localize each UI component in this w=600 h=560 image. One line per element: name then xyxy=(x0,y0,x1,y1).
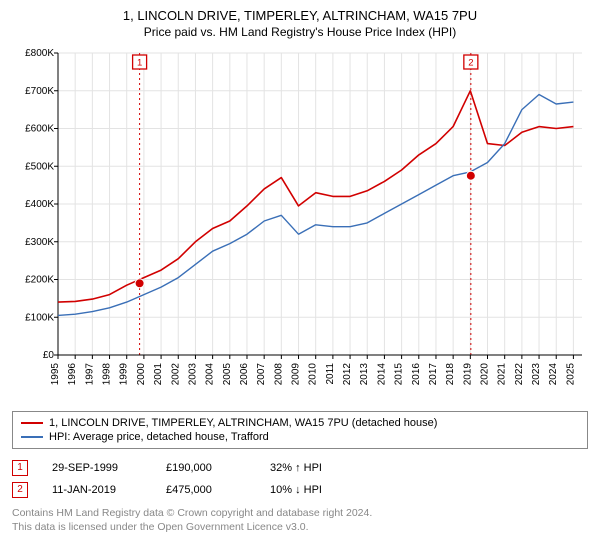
legend: 1, LINCOLN DRIVE, TIMPERLEY, ALTRINCHAM,… xyxy=(12,411,588,449)
chart-subtitle: Price paid vs. HM Land Registry's House … xyxy=(12,25,588,39)
svg-text:2019: 2019 xyxy=(462,362,473,385)
svg-text:2010: 2010 xyxy=(308,362,319,385)
svg-text:£500K: £500K xyxy=(25,161,54,172)
svg-text:2001: 2001 xyxy=(153,362,164,385)
footnote-line: Contains HM Land Registry data © Crown c… xyxy=(12,507,588,521)
svg-text:£600K: £600K xyxy=(25,123,54,134)
svg-text:2008: 2008 xyxy=(273,362,284,385)
legend-label: 1, LINCOLN DRIVE, TIMPERLEY, ALTRINCHAM,… xyxy=(49,417,437,429)
marker-row: 1 29-SEP-1999 £190,000 32% ↑ HPI xyxy=(12,457,588,479)
svg-text:2: 2 xyxy=(468,57,473,68)
legend-item: HPI: Average price, detached house, Traf… xyxy=(21,430,579,444)
marker-badge: 1 xyxy=(12,460,28,476)
marker-badge: 2 xyxy=(12,482,28,498)
marker-row: 2 11-JAN-2019 £475,000 10% ↓ HPI xyxy=(12,479,588,501)
marker-date: 29-SEP-1999 xyxy=(52,462,142,474)
marker-price: £190,000 xyxy=(166,462,246,474)
legend-swatch xyxy=(21,422,43,424)
svg-text:2004: 2004 xyxy=(205,362,216,385)
svg-text:£200K: £200K xyxy=(25,274,54,285)
line-chart-svg: £0 £100K £200K £300K £400K £500K £600K £700K £80… xyxy=(12,45,588,405)
svg-text:2000: 2000 xyxy=(136,362,147,385)
chart-title: 1, LINCOLN DRIVE, TIMPERLEY, ALTRINCHAM,… xyxy=(12,8,588,25)
svg-text:2020: 2020 xyxy=(480,362,491,385)
svg-text:£100K: £100K xyxy=(25,312,54,323)
svg-text:2011: 2011 xyxy=(325,362,336,384)
legend-swatch xyxy=(21,436,43,438)
svg-text:£300K: £300K xyxy=(25,237,54,248)
svg-text:2009: 2009 xyxy=(291,362,302,385)
svg-text:2006: 2006 xyxy=(239,362,250,385)
chart-area: £0 £100K £200K £300K £400K £500K £600K £700K £80… xyxy=(12,45,588,405)
svg-text:2024: 2024 xyxy=(548,362,559,385)
svg-text:1998: 1998 xyxy=(102,362,113,385)
svg-text:2022: 2022 xyxy=(514,362,525,385)
svg-text:1: 1 xyxy=(137,57,142,68)
svg-text:£400K: £400K xyxy=(25,199,54,210)
marker-delta: 32% ↑ HPI xyxy=(270,462,360,474)
sale-markers-table: 1 29-SEP-1999 £190,000 32% ↑ HPI 2 11-JAN-201… xyxy=(12,457,588,501)
legend-label: HPI: Average price, detached house, Traf… xyxy=(49,431,269,443)
svg-text:2014: 2014 xyxy=(376,362,387,385)
svg-text:2016: 2016 xyxy=(411,362,422,385)
svg-text:1995: 1995 xyxy=(50,362,61,385)
svg-text:£700K: £700K xyxy=(25,86,54,97)
svg-text:2021: 2021 xyxy=(497,362,508,385)
svg-text:2025: 2025 xyxy=(565,362,576,385)
chart-container: 1, LINCOLN DRIVE, TIMPERLEY, ALTRINCHAM,… xyxy=(0,0,600,544)
svg-text:2015: 2015 xyxy=(394,362,405,385)
svg-text:2005: 2005 xyxy=(222,362,233,385)
copyright-footnote: Contains HM Land Registry data © Crown c… xyxy=(12,507,588,534)
svg-text:2007: 2007 xyxy=(256,362,267,385)
svg-text:2013: 2013 xyxy=(359,362,370,385)
svg-text:2023: 2023 xyxy=(531,362,542,385)
footnote-line: This data is licensed under the Open Gov… xyxy=(12,521,588,535)
marker-delta: 10% ↓ HPI xyxy=(270,484,360,496)
legend-item: 1, LINCOLN DRIVE, TIMPERLEY, ALTRINCHAM,… xyxy=(21,416,579,430)
svg-text:2003: 2003 xyxy=(187,362,198,385)
marker-price: £475,000 xyxy=(166,484,246,496)
svg-text:£800K: £800K xyxy=(25,48,54,59)
svg-text:1997: 1997 xyxy=(84,362,95,385)
svg-text:2012: 2012 xyxy=(342,362,353,385)
svg-text:£0: £0 xyxy=(43,350,55,361)
svg-text:1996: 1996 xyxy=(67,362,78,385)
svg-text:2017: 2017 xyxy=(428,362,439,385)
svg-text:1999: 1999 xyxy=(119,362,130,385)
svg-text:2018: 2018 xyxy=(445,362,456,385)
marker-date: 11-JAN-2019 xyxy=(52,484,142,496)
svg-text:2002: 2002 xyxy=(170,362,181,385)
